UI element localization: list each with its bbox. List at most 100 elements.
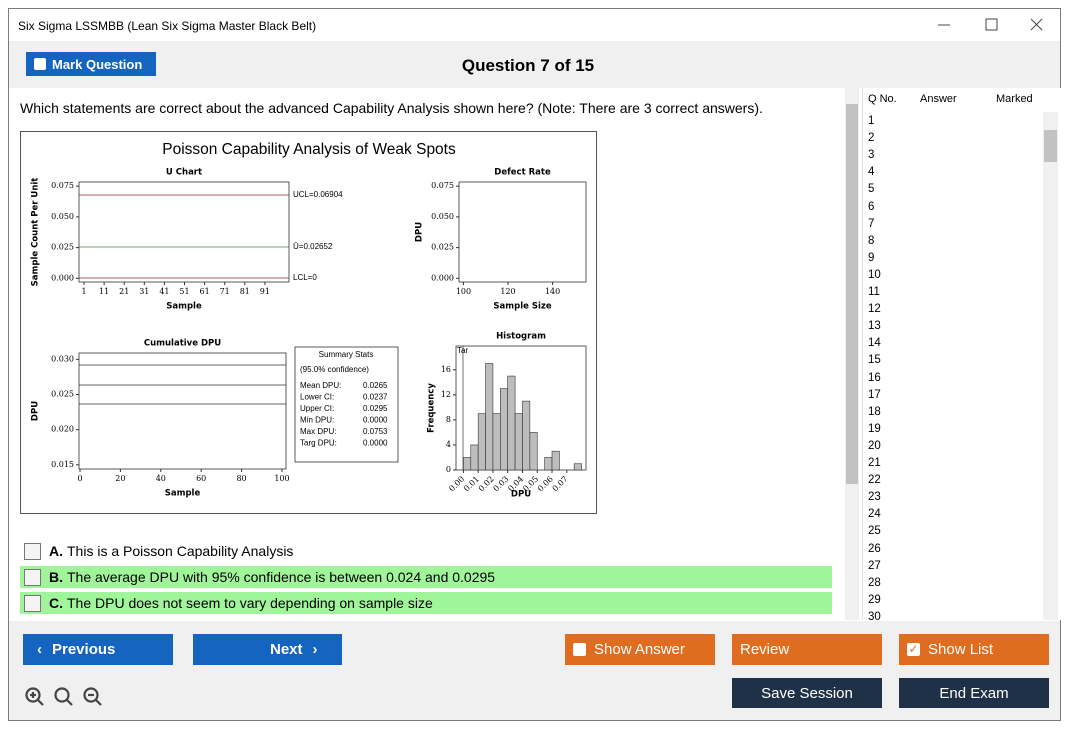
- end-exam-label: End Exam: [939, 684, 1009, 702]
- option-checkbox: [24, 568, 41, 586]
- x-tick-label: 0.06: [536, 474, 555, 493]
- x-tick-label: 60: [196, 474, 206, 483]
- list-row[interactable]: 28: [868, 576, 881, 589]
- list-row[interactable]: 3: [868, 149, 875, 162]
- list-header: Marked: [996, 93, 1033, 105]
- save-session-label: Save Session: [761, 684, 853, 702]
- x-tick-label: 81: [240, 287, 250, 296]
- y-tick-label: 4: [446, 440, 451, 449]
- x-tick-label: 0.00: [447, 474, 466, 493]
- list-row[interactable]: 21: [868, 457, 881, 469]
- stats-value: 0.0000: [363, 416, 388, 425]
- target-label: Tar: [457, 346, 468, 355]
- mark-question-label: Mark Question: [52, 56, 143, 72]
- review-label: Review: [740, 641, 790, 658]
- question-text: Which statements are correct about the a…: [20, 100, 763, 116]
- list-row[interactable]: 29: [868, 593, 881, 606]
- stats-key: Min DPU:: [300, 416, 334, 425]
- x-tick-label: 51: [179, 287, 189, 296]
- list-row[interactable]: 5: [868, 183, 875, 196]
- option-letter: B.: [49, 569, 63, 585]
- list-row[interactable]: 20: [868, 439, 881, 452]
- panel-title: Histogram: [496, 332, 546, 342]
- list-row[interactable]: 13: [868, 320, 881, 333]
- question-scrollbar[interactable]: [845, 88, 859, 620]
- option[interactable]: A. This is a Poisson Capability Analysis: [20, 540, 832, 562]
- y-tick-label: 0.015: [51, 460, 74, 469]
- next-button[interactable]: Next ›: [193, 634, 342, 665]
- option-text: This is a Poisson Capability Analysis: [67, 543, 294, 559]
- list-row[interactable]: 2: [868, 132, 875, 145]
- x-tick-label: 0: [77, 474, 82, 483]
- histogram-bar: [485, 363, 494, 471]
- list-row[interactable]: 10: [868, 268, 881, 281]
- y-tick-label: 0.000: [51, 273, 74, 282]
- x-axis-label: DPU: [511, 490, 531, 500]
- list-row[interactable]: 25: [868, 525, 881, 538]
- stats-value: 0.0753: [363, 427, 388, 436]
- option-text: The DPU does not seem to vary depending …: [67, 595, 433, 611]
- list-row[interactable]: 15: [868, 354, 881, 367]
- limit-label: UCL=0.06904: [293, 190, 343, 199]
- list-row[interactable]: 1: [868, 115, 875, 127]
- stats-key: Mean DPU:: [300, 381, 341, 390]
- list-row[interactable]: 11: [868, 286, 880, 298]
- histogram-bar: [522, 400, 531, 471]
- plot-frame: [78, 181, 290, 283]
- x-axis-label: Sample: [166, 302, 202, 312]
- x-tick-label: 31: [139, 287, 149, 296]
- stats-title: Summary Stats: [319, 350, 374, 359]
- option[interactable]: B. The average DPU with 95% confidence is…: [20, 566, 832, 588]
- list-scrollbar[interactable]: [1043, 112, 1058, 620]
- show-list-button[interactable]: ✓ Show List: [899, 634, 1049, 665]
- previous-button[interactable]: ‹ Previous: [23, 634, 173, 665]
- zoom-controls[interactable]: [24, 686, 110, 710]
- list-row[interactable]: 30: [868, 610, 881, 623]
- option[interactable]: C. The DPU does not seem to vary dependin…: [20, 592, 832, 614]
- option-letter: C.: [49, 595, 63, 611]
- y-tick-label: 12: [441, 390, 451, 399]
- window-controls[interactable]: [930, 14, 1050, 36]
- list-row[interactable]: 7: [868, 217, 875, 230]
- end-exam-button[interactable]: End Exam: [899, 678, 1049, 708]
- stats-key: Lower CI:: [300, 393, 334, 402]
- review-button[interactable]: Review: [732, 634, 882, 665]
- toolbar: [9, 41, 1060, 88]
- x-tick-label: 120: [500, 287, 515, 296]
- list-row[interactable]: 22: [868, 474, 881, 487]
- list-row[interactable]: 26: [868, 542, 881, 555]
- bottom-bar: [9, 621, 1060, 720]
- save-session-button[interactable]: Save Session: [732, 678, 882, 708]
- x-axis-label: Sample: [165, 489, 201, 499]
- histogram-bar: [544, 457, 553, 471]
- list-row[interactable]: 8: [868, 234, 875, 247]
- figure-title: Poisson Capability Analysis of Weak Spot…: [162, 141, 456, 158]
- y-tick-label: 0.050: [51, 212, 74, 221]
- list-row[interactable]: 9: [868, 251, 875, 264]
- list-row[interactable]: 12: [868, 303, 881, 316]
- option-checkbox: [24, 594, 41, 612]
- list-row[interactable]: 23: [868, 491, 881, 504]
- x-tick-label: 61: [200, 287, 210, 296]
- y-tick-label: 0.000: [431, 273, 454, 282]
- list-row[interactable]: 14: [868, 337, 881, 350]
- x-tick-label: 71: [220, 287, 230, 296]
- list-row[interactable]: 19: [868, 422, 881, 435]
- mark-question-button[interactable]: Mark Question: [26, 52, 156, 76]
- list-row[interactable]: 18: [868, 405, 881, 418]
- list-row[interactable]: 24: [868, 508, 881, 521]
- list-row[interactable]: 27: [868, 559, 881, 572]
- stats-key: Targ DPU:: [300, 439, 337, 448]
- x-tick-label: 1: [81, 287, 86, 296]
- show-list-label: Show List: [928, 641, 994, 658]
- y-tick-label: 0.020: [51, 425, 74, 434]
- option-text: The average DPU with 95% confidence is b…: [67, 569, 496, 585]
- list-row[interactable]: 4: [868, 166, 875, 179]
- y-tick-label: 8: [446, 415, 451, 424]
- x-tick-label: 0.01: [462, 474, 481, 493]
- list-row[interactable]: 6: [868, 200, 875, 213]
- limit-label: Ū=0.02652: [293, 242, 333, 251]
- list-row[interactable]: 17: [868, 388, 881, 401]
- list-row[interactable]: 16: [868, 371, 881, 384]
- show-answer-button[interactable]: Show Answer: [565, 634, 715, 665]
